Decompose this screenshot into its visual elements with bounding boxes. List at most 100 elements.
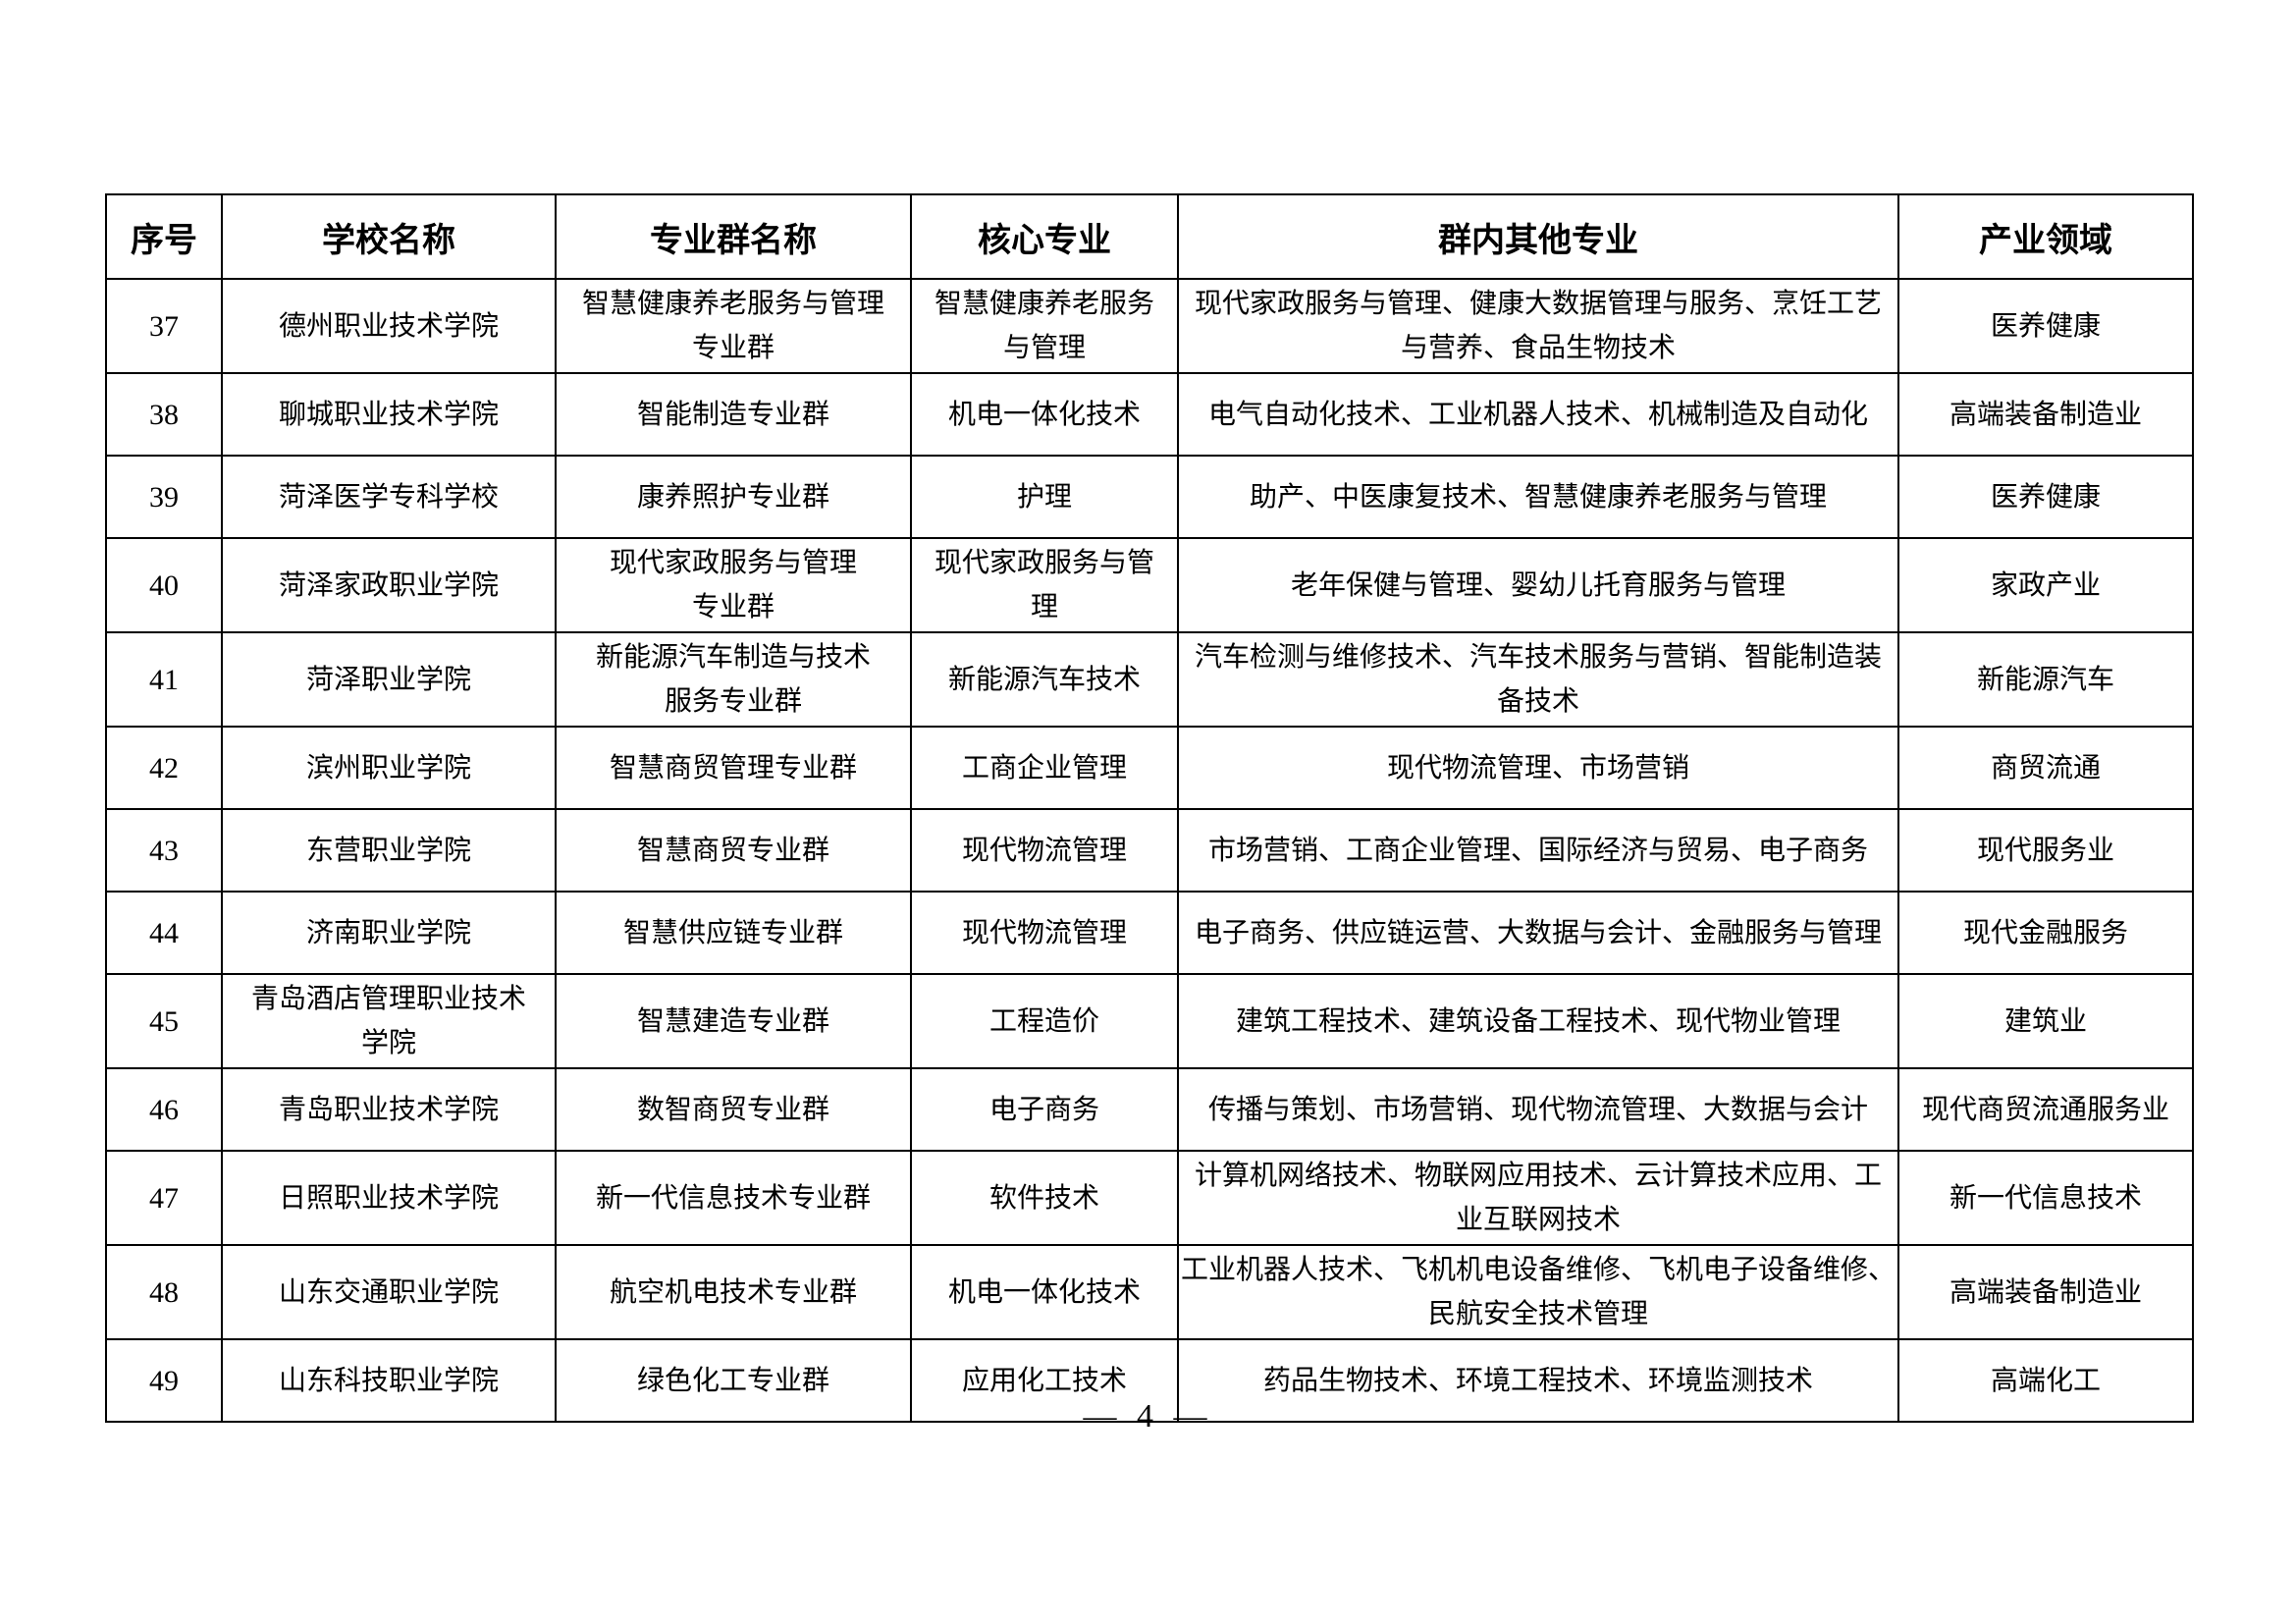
cell-industry: 医养健康	[1897, 455, 2194, 539]
cell-other-majors: 电子商务、供应链运营、大数据与会计、金融服务与管理	[1177, 891, 1899, 975]
cell-group: 数智商贸专业群	[555, 1067, 912, 1152]
cell-serial: 48	[105, 1244, 223, 1340]
cell-school: 山东交通职业学院	[221, 1244, 557, 1340]
cell-other-majors: 汽车检测与维修技术、汽车技术服务与营销、智能制造装 备技术	[1177, 631, 1899, 728]
col-header-serial: 序号	[105, 193, 223, 280]
page-number: — 4 —	[1083, 1398, 1213, 1435]
cell-other-majors: 电气自动化技术、工业机器人技术、机械制造及自动化	[1177, 372, 1899, 457]
table-row: 47 日照职业技术学院 新一代信息技术专业群 软件技术 计算机网络技术、物联网应用技术、…	[105, 1150, 2194, 1246]
cell-core: 现代家政服务与管 理	[910, 537, 1179, 633]
cell-group: 智慧健康养老服务与管理 专业群	[555, 278, 912, 374]
cell-other-majors: 建筑工程技术、建筑设备工程技术、现代物业管理	[1177, 973, 1899, 1069]
cell-other-majors: 现代家政服务与管理、健康大数据管理与服务、烹饪工艺 与营养、食品生物技术	[1177, 278, 1899, 374]
table-row: 40 菏泽家政职业学院 现代家政服务与管理 专业群 现代家政服务与管 理老年保健与管理…	[105, 537, 2194, 633]
cell-school: 菏泽职业学院	[221, 631, 557, 728]
cell-group: 康养照护专业群	[555, 455, 912, 539]
cell-group: 智慧建造专业群	[555, 973, 912, 1069]
cell-serial: 49	[105, 1338, 223, 1423]
col-header-school: 学校名称	[221, 193, 557, 280]
cell-school: 东营职业学院	[221, 808, 557, 893]
cell-school: 青岛职业技术学院	[221, 1067, 557, 1152]
cell-core: 软件技术	[910, 1150, 1179, 1246]
cell-industry: 医养健康	[1897, 278, 2194, 374]
table-row: 42 滨州职业学院 智慧商贸管理专业群 工商企业管理 现代物流管理、市场营销 商贸流通	[105, 726, 2194, 810]
cell-other-majors: 传播与策划、市场营销、现代物流管理、大数据与会计	[1177, 1067, 1899, 1152]
table-row: 44 济南职业学院 智慧供应链专业群 现代物流管理 电子商务、供应链运营、大数据与会计、…	[105, 891, 2194, 975]
cell-industry: 现代服务业	[1897, 808, 2194, 893]
cell-industry: 新一代信息技术	[1897, 1150, 2194, 1246]
cell-industry: 现代金融服务	[1897, 891, 2194, 975]
cell-group: 现代家政服务与管理 专业群	[555, 537, 912, 633]
cell-core: 机电一体化技术	[910, 1244, 1179, 1340]
cell-serial: 46	[105, 1067, 223, 1152]
cell-other-majors: 工业机器人技术、飞机机电设备维修、飞机电子设备维修、 民航安全技术管理	[1177, 1244, 1899, 1340]
col-header-core: 核心专业	[910, 193, 1179, 280]
cell-group: 智慧商贸管理专业群	[555, 726, 912, 810]
cell-group: 新能源汽车制造与技术 服务专业群	[555, 631, 912, 728]
cell-school: 青岛酒店管理职业技术 学院	[221, 973, 557, 1069]
cell-group: 智能制造专业群	[555, 372, 912, 457]
table-row: 49 山东科技职业学院 绿色化工专业群 应用化工技术 药品生物技术、环境工程技术、环境监…	[105, 1338, 2194, 1423]
cell-group: 航空机电技术专业群	[555, 1244, 912, 1340]
cell-school: 菏泽家政职业学院	[221, 537, 557, 633]
cell-industry: 家政产业	[1897, 537, 2194, 633]
cell-core: 工商企业管理	[910, 726, 1179, 810]
col-header-industry: 产业领域	[1897, 193, 2194, 280]
cell-core: 现代物流管理	[910, 808, 1179, 893]
cell-group: 智慧商贸专业群	[555, 808, 912, 893]
table-row: 46 青岛职业技术学院 数智商贸专业群 电子商务 传播与策划、市场营销、现代物流管理、大…	[105, 1067, 2194, 1152]
table-row: 45 青岛酒店管理职业技术 学院 智慧建造专业群 工程造价 建筑工程技术、建筑设备工程技…	[105, 973, 2194, 1069]
cell-school: 菏泽医学专科学校	[221, 455, 557, 539]
cell-serial: 44	[105, 891, 223, 975]
cell-school: 日照职业技术学院	[221, 1150, 557, 1246]
col-header-other-majors: 群内其他专业	[1177, 193, 1899, 280]
cell-other-majors: 现代物流管理、市场营销	[1177, 726, 1899, 810]
table-row: 48 山东交通职业学院 航空机电技术专业群 机电一体化技术 工业机器人技术、飞机机电设备…	[105, 1244, 2194, 1340]
cell-core: 现代物流管理	[910, 891, 1179, 975]
cell-serial: 42	[105, 726, 223, 810]
table-row: 39 菏泽医学专科学校 康养照护专业群 护理 助产、中医康复技术、智慧健康养老服务与管理…	[105, 455, 2194, 539]
col-header-group: 专业群名称	[555, 193, 912, 280]
table-body: 37 德州职业技术学院 智慧健康养老服务与管理 专业群 智慧健康养老服务 与管理 现代家…	[105, 278, 2194, 1423]
cell-serial: 38	[105, 372, 223, 457]
cell-core: 机电一体化技术	[910, 372, 1179, 457]
cell-school: 山东科技职业学院	[221, 1338, 557, 1423]
cell-industry: 高端装备制造业	[1897, 372, 2194, 457]
cell-serial: 37	[105, 278, 223, 374]
cell-serial: 45	[105, 973, 223, 1069]
cell-serial: 40	[105, 537, 223, 633]
cell-other-majors: 助产、中医康复技术、智慧健康养老服务与管理	[1177, 455, 1899, 539]
cell-core: 工程造价	[910, 973, 1179, 1069]
cell-serial: 41	[105, 631, 223, 728]
cell-other-majors: 计算机网络技术、物联网应用技术、云计算技术应用、工 业互联网技术	[1177, 1150, 1899, 1246]
cell-serial: 43	[105, 808, 223, 893]
cell-group: 新一代信息技术专业群	[555, 1150, 912, 1246]
cell-core: 新能源汽车技术	[910, 631, 1179, 728]
cell-industry: 高端装备制造业	[1897, 1244, 2194, 1340]
cell-group: 智慧供应链专业群	[555, 891, 912, 975]
cell-group: 绿色化工专业群	[555, 1338, 912, 1423]
cell-industry: 建筑业	[1897, 973, 2194, 1069]
table-row: 41 菏泽职业学院 新能源汽车制造与技术 服务专业群 新能源汽车技术 汽车检测与维修技术…	[105, 631, 2194, 728]
table-row: 38 聊城职业技术学院 智能制造专业群 机电一体化技术 电气自动化技术、工业机器人技术、…	[105, 372, 2194, 457]
cell-core: 智慧健康养老服务 与管理	[910, 278, 1179, 374]
cell-other-majors: 老年保健与管理、婴幼儿托育服务与管理	[1177, 537, 1899, 633]
table-header-row: 序号 学校名称 专业群名称 核心专业 群内其他专业 产业领域	[105, 193, 2194, 280]
cell-core: 护理	[910, 455, 1179, 539]
cell-school: 聊城职业技术学院	[221, 372, 557, 457]
cell-serial: 39	[105, 455, 223, 539]
major-groups-table: 序号 学校名称 专业群名称 核心专业 群内其他专业 产业领域 37 德州职业技术学…	[105, 193, 2194, 1423]
table-row: 37 德州职业技术学院 智慧健康养老服务与管理 专业群 智慧健康养老服务 与管理 现代家…	[105, 278, 2194, 374]
table-row: 43 东营职业学院 智慧商贸专业群 现代物流管理 市场营销、工商企业管理、国际经济与贸易…	[105, 808, 2194, 893]
cell-industry: 新能源汽车	[1897, 631, 2194, 728]
cell-serial: 47	[105, 1150, 223, 1246]
cell-school: 滨州职业学院	[221, 726, 557, 810]
cell-core: 电子商务	[910, 1067, 1179, 1152]
cell-industry: 高端化工	[1897, 1338, 2194, 1423]
cell-school: 济南职业学院	[221, 891, 557, 975]
cell-school: 德州职业技术学院	[221, 278, 557, 374]
cell-core: 应用化工技术	[910, 1338, 1179, 1423]
cell-other-majors: 市场营销、工商企业管理、国际经济与贸易、电子商务	[1177, 808, 1899, 893]
cell-industry: 商贸流通	[1897, 726, 2194, 810]
